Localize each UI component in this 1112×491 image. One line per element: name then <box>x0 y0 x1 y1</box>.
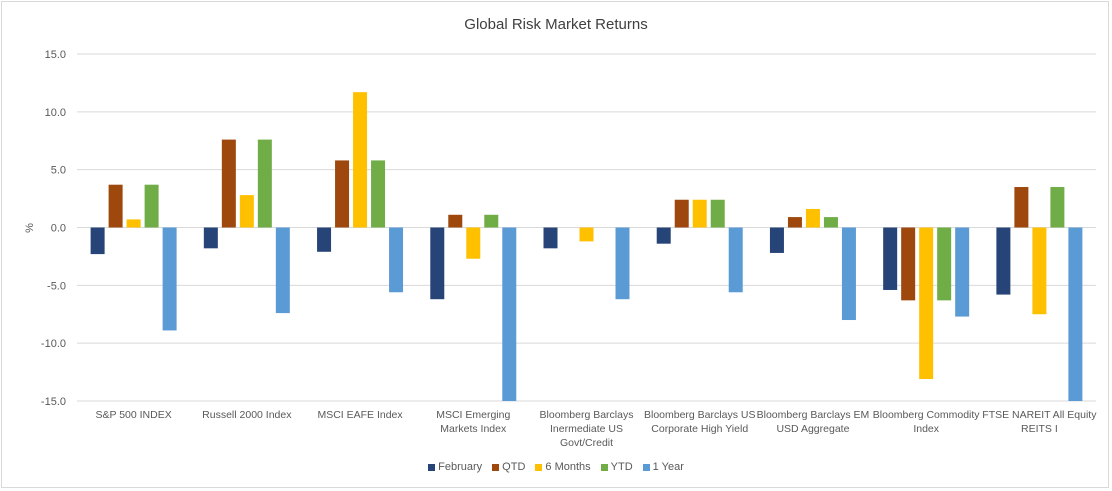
bar-ytd <box>1050 187 1065 228</box>
bar-6-months <box>805 208 820 228</box>
y-tick-label: -5.0 <box>47 280 66 292</box>
category-label: Inermediate US <box>550 423 623 435</box>
category-label: Index <box>913 423 939 435</box>
bar-6-months <box>239 195 254 228</box>
category-label: MSCI Emerging <box>436 409 510 421</box>
bar-6-months <box>692 199 707 228</box>
legend-label: YTD <box>610 461 633 473</box>
chart-title: Global Risk Market Returns <box>464 16 648 33</box>
bar-6-months <box>919 227 934 380</box>
legend-swatch <box>535 463 543 471</box>
category-label: Govt/Credit <box>560 437 613 449</box>
legend-swatch <box>642 463 650 471</box>
category-label: Corporate High Yield <box>651 423 748 435</box>
bar-ytd <box>484 214 499 228</box>
y-tick-label: 15.0 <box>45 49 66 61</box>
category-labels: S&P 500 INDEX Russell 2000 Index MSCI EAFE… <box>95 409 1097 449</box>
category-label: FTSE NAREIT All Equity <box>982 409 1097 421</box>
bar-ytd <box>144 184 159 228</box>
category-label: Markets Index <box>440 423 507 435</box>
y-tick-label: -15.0 <box>41 396 66 408</box>
bar-qtd <box>674 199 689 228</box>
bar-qtd <box>787 217 802 228</box>
bar-ytd <box>257 139 272 228</box>
bar-1-year <box>275 227 290 314</box>
y-tick-label: 10.0 <box>45 107 66 119</box>
bar-1-year <box>955 227 970 317</box>
bar-1-year <box>502 227 517 401</box>
bar-february <box>883 227 898 290</box>
bar-6-months <box>466 227 481 259</box>
bar-ytd <box>371 160 386 228</box>
category-label: MSCI EAFE Index <box>317 409 403 421</box>
bar-6-months <box>579 227 594 242</box>
category-label: Bloomberg Barclays <box>540 409 634 421</box>
legend-item: February <box>428 461 482 473</box>
bar-february <box>203 227 218 249</box>
bar-qtd <box>1014 187 1029 228</box>
category-label: Bloomberg Commodity <box>873 409 981 421</box>
legend-label: QTD <box>502 461 526 473</box>
bars <box>90 92 1083 401</box>
bar-ytd <box>937 227 952 301</box>
category-label: Bloomberg Barclays US <box>644 409 755 421</box>
bar-6-months <box>126 219 141 228</box>
bar-qtd <box>901 227 916 301</box>
bar-february <box>996 227 1011 295</box>
bar-1-year <box>1068 227 1083 401</box>
bar-1-year <box>841 227 856 321</box>
bar-6-months <box>353 92 368 228</box>
bar-ytd <box>823 217 838 228</box>
legend-label: February <box>438 461 483 473</box>
bar-qtd <box>108 184 123 228</box>
legend-swatch <box>600 463 608 471</box>
bar-6-months <box>1032 227 1047 315</box>
y-tick-label: -10.0 <box>41 338 66 350</box>
bar-1-year <box>615 227 630 300</box>
bar-february <box>90 227 105 255</box>
bar-1-year <box>728 227 743 293</box>
legend-item: YTD <box>600 461 633 473</box>
bar-february <box>317 227 332 252</box>
legend-item: QTD <box>492 461 525 473</box>
category-label: Bloomberg Barclays EM <box>757 409 870 421</box>
bar-february <box>656 227 671 244</box>
category-label: S&P 500 INDEX <box>95 409 171 421</box>
bar-qtd <box>221 139 236 228</box>
y-tick-labels: 15.0 10.0 5.0 0.0 -5.0 -10.0 -15.0 <box>41 49 66 408</box>
legend-label: 1 Year <box>652 461 684 473</box>
y-tick-label: 5.0 <box>51 165 66 177</box>
bar-ytd <box>710 199 725 228</box>
legend-item: 1 Year <box>642 461 684 473</box>
category-label: USD Aggregate <box>776 423 849 435</box>
y-axis-label: % <box>24 223 36 233</box>
bar-february <box>430 227 445 300</box>
legend-swatch <box>428 463 436 471</box>
bar-qtd <box>448 214 463 228</box>
category-label: REITS I <box>1021 423 1058 435</box>
bar-1-year <box>162 227 177 331</box>
legend-item: 6 Months <box>535 461 591 473</box>
category-label: Russell 2000 Index <box>202 409 292 421</box>
bar-february <box>543 227 558 249</box>
y-tick-label: 0.0 <box>51 223 66 235</box>
legend-label: 6 Months <box>545 461 591 473</box>
bar-february <box>769 227 784 253</box>
legend: February QTD 6 Months YTD 1 Year <box>0 461 1112 473</box>
bar-qtd <box>335 160 350 228</box>
bar-1-year <box>389 227 404 293</box>
legend-swatch <box>492 463 500 471</box>
